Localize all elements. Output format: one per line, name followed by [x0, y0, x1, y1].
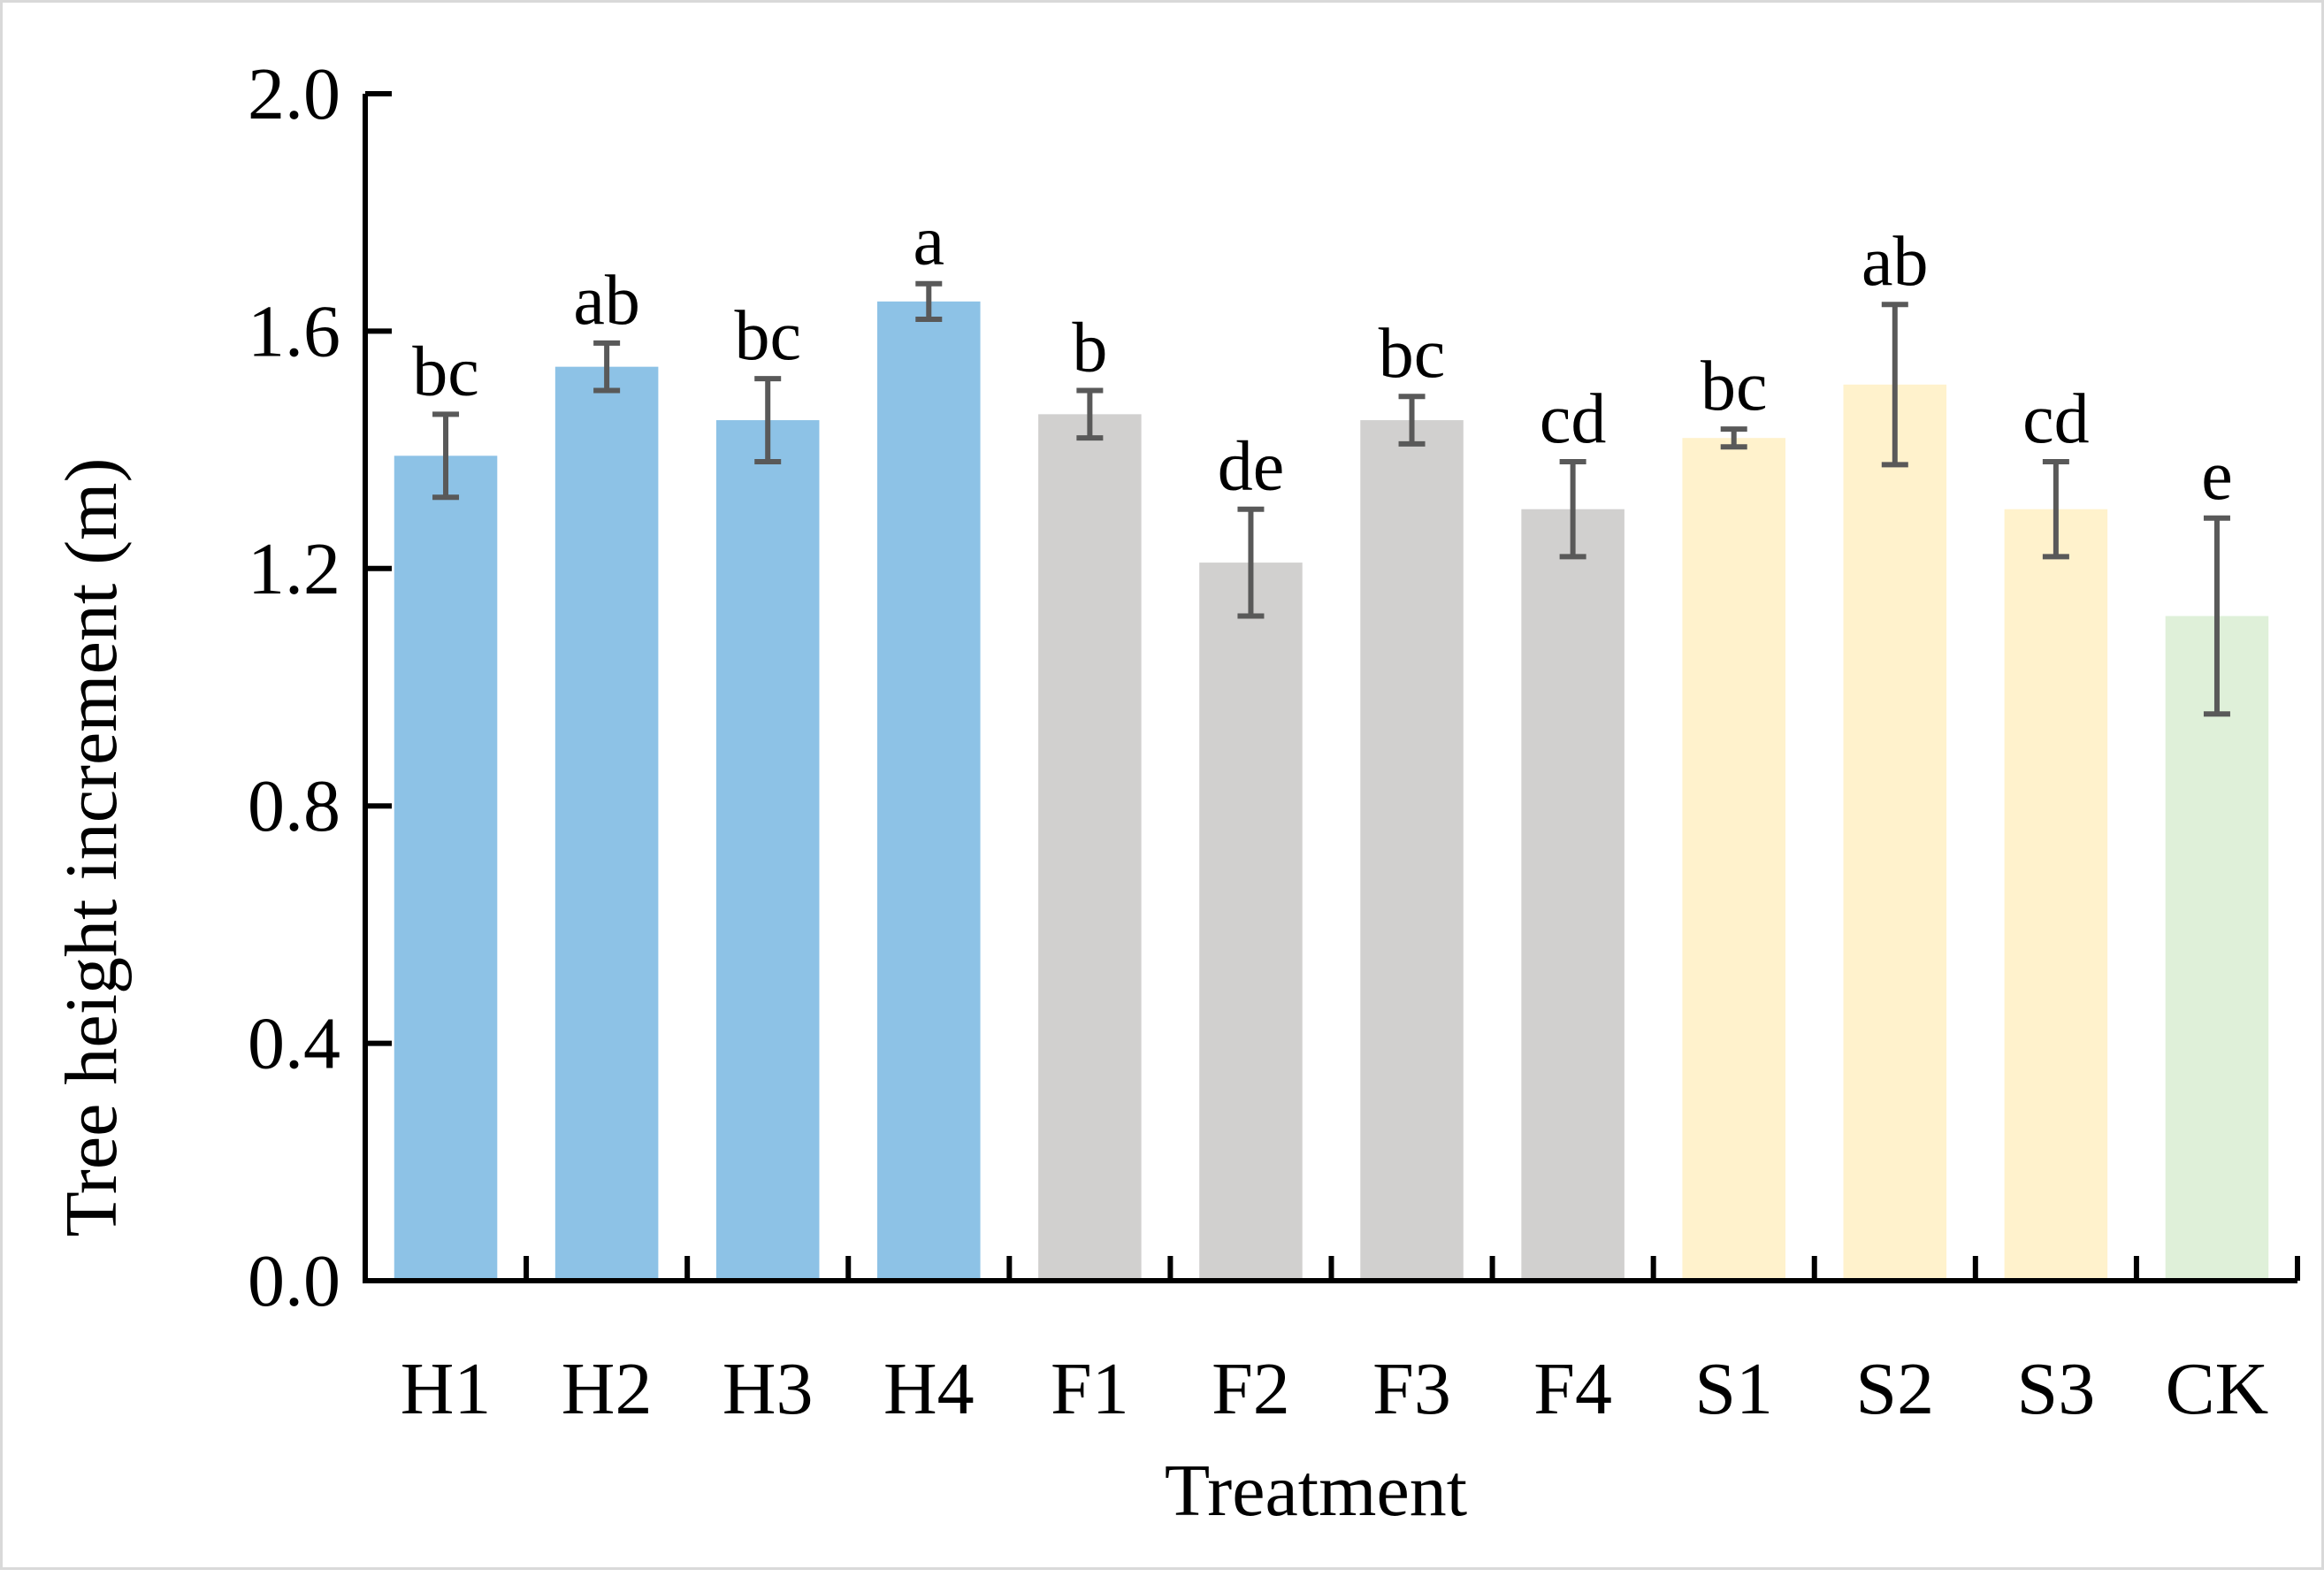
bar-chart: bc H1 ab H2 bc H3 a H4 b F1 de F2 bc F3 cd F4 bc S1 ab S2 cd… [50, 53, 2300, 1532]
y-tick-label-5: 2.0 [248, 53, 340, 135]
significance-label-f2: de [1218, 428, 1285, 506]
significance-label-h3: bc [734, 297, 801, 375]
x-tick-label-h4: H4 [883, 1348, 975, 1430]
bar-ck [2165, 616, 2269, 1281]
labels-layer: bc H1 ab H2 bc H3 a H4 b F1 de F2 bc F3 cd F4 bc S1 ab S2 cd… [248, 53, 2268, 1430]
bars-layer [394, 301, 2269, 1282]
x-tick-label-h1: H1 [401, 1348, 492, 1430]
bar-f4 [1521, 509, 1625, 1281]
significance-label-h4: a [914, 203, 945, 280]
bar-h4 [877, 301, 981, 1282]
y-tick-label-1: 0.4 [248, 1003, 340, 1085]
x-tick-label-h2: H2 [562, 1348, 653, 1430]
bar-s1 [1682, 438, 1785, 1281]
x-tick-label-h3: H3 [722, 1348, 814, 1430]
x-tick-label-f3: F3 [1372, 1348, 1451, 1430]
y-tick-label-0: 0.0 [248, 1240, 340, 1322]
significance-label-f4: cd [1540, 380, 1607, 458]
error-bars-layer [432, 280, 2230, 717]
axes-layer [363, 91, 2300, 1283]
significance-label-s2: ab [1861, 223, 1929, 301]
bar-f1 [1038, 414, 1142, 1282]
x-tick-label-s2: S2 [1855, 1348, 1934, 1430]
bar-s3 [2004, 509, 2108, 1281]
x-tick-label-s1: S1 [1694, 1348, 1773, 1430]
significance-label-h1: bc [412, 333, 479, 410]
y-tick-label-3: 1.2 [248, 528, 340, 610]
bar-s2 [1843, 384, 1947, 1281]
significance-label-s1: bc [1701, 348, 1768, 425]
y-tick-label-2: 0.8 [248, 765, 340, 847]
bar-h1 [394, 455, 498, 1281]
x-tick-label-s3: S3 [2017, 1348, 2096, 1430]
x-tick-label-f4: F4 [1533, 1348, 1612, 1430]
y-tick-label-4: 1.6 [248, 290, 340, 372]
significance-label-ck: e [2201, 437, 2233, 515]
x-tick-label-f1: F1 [1051, 1348, 1129, 1430]
bar-h3 [715, 420, 820, 1281]
significance-label-f1: b [1072, 310, 1107, 387]
significance-label-h2: ab [573, 262, 640, 340]
bar-h2 [554, 366, 659, 1281]
significance-label-s3: cd [2022, 380, 2090, 458]
x-axis-title: Treatment [1165, 1450, 1467, 1532]
y-axis-title: Tree height increment (m) [50, 458, 133, 1237]
x-tick-label-ck: CK [2166, 1348, 2269, 1430]
bar-f3 [1360, 420, 1464, 1281]
x-tick-label-f2: F2 [1212, 1348, 1290, 1430]
bar-f2 [1199, 563, 1303, 1281]
significance-label-f3: bc [1379, 315, 1446, 393]
